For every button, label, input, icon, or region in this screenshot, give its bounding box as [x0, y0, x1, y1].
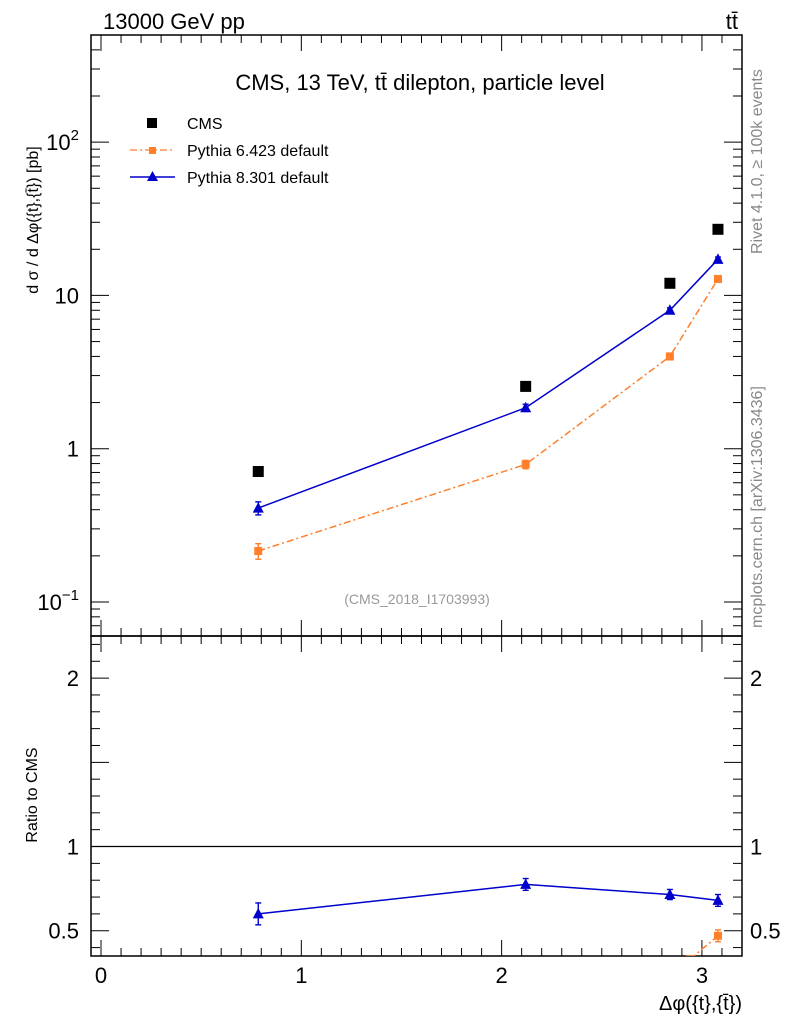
ratio-y-tick-label-right: 2 [750, 666, 762, 691]
x-tick-label: 3 [696, 963, 708, 988]
ratio-y-tick-label: 0.5 [48, 919, 79, 944]
x-tick-label: 1 [295, 963, 307, 988]
y-tick-label: 10 [55, 283, 79, 308]
ratio-y-tick-label: 2 [67, 666, 79, 691]
main-point-cms [664, 277, 676, 289]
legend-label-pythia6: Pythia 6.423 default [187, 143, 329, 160]
rivet-version-label: Rivet 4.1.0, ≥ 100k events [749, 69, 766, 254]
legend: CMS Pythia 6.423 default Pythia 8.301 de… [130, 116, 329, 187]
main-point-cms [520, 380, 532, 392]
y-tick-label: 102 [46, 127, 79, 155]
main-point-pythia-8-301-default [252, 502, 264, 513]
main-point-cms [252, 466, 264, 478]
x-tick-label: 2 [496, 963, 508, 988]
analysis-watermark: (CMS_2018_I1703993) [344, 591, 490, 607]
energy-label: 13000 GeV pp [103, 9, 245, 34]
legend-label-cms: CMS [187, 116, 223, 133]
main-point-pythia-8-301-default [520, 401, 532, 413]
process-label: tt̄ [726, 9, 738, 34]
ratio-y-tick-label-right: 1 [750, 835, 762, 860]
x-axis-label: Δφ({t},{t̄}) [659, 993, 742, 1015]
ratio-point-pythia-8-301-default [712, 894, 724, 905]
main-y-axis-label: d σ / d Δφ({t},{t̄}) [pb] [25, 146, 42, 293]
ratio-point-pythia-8-301-default [252, 907, 264, 919]
legend-marker-cms [147, 118, 157, 128]
ratio-point-pythia-6-423-default [713, 931, 722, 940]
ratio-y-tick-label: 1 [67, 835, 79, 860]
main-line-pythia-8-301-default [257, 258, 719, 509]
main-point-pythia-6-423-default [254, 547, 263, 556]
legend-marker-pythia8 [147, 171, 158, 181]
legend-marker-pythia6 [149, 147, 156, 154]
ratio-y-tick-label-right: 0.5 [750, 919, 781, 944]
y-tick-label: 1 [67, 437, 79, 462]
main-point-cms [712, 223, 724, 235]
ratio-panel-frame [90, 635, 743, 957]
legend-label-pythia8: Pythia 8.301 default [187, 170, 329, 187]
main-line-pythia-6-423-default [258, 278, 719, 552]
ratio-point-pythia-8-301-default [520, 878, 532, 889]
source-label: mcplots.cern.ch [arXiv:1306.3436] [749, 386, 766, 628]
ratio-point-pythia-8-301-default [664, 888, 676, 900]
plot-title: CMS, 13 TeV, tt̄ dilepton, particle leve… [235, 70, 604, 95]
ratio-line-pythia-8-301-default [258, 883, 719, 915]
legend-entry-cms: CMS [147, 116, 223, 133]
legend-entry-pythia6: Pythia 6.423 default [130, 143, 329, 160]
ratio-data-layer [252, 877, 724, 956]
legend-entry-pythia8: Pythia 8.301 default [130, 170, 329, 187]
main-point-pythia-8-301-default [712, 253, 724, 264]
main-point-pythia-6-423-default [713, 274, 722, 283]
main-point-pythia-6-423-default [665, 352, 674, 361]
main-data-layer [252, 223, 724, 560]
y-tick-label: 10−1 [37, 587, 79, 615]
ratio-line-pythia-6-423-default [692, 935, 719, 956]
ratio-point-pythia-6-423-default [685, 955, 694, 956]
axes-layer: 0 1 2 3 10−1 1 10 102 0.5 0.5 1 1 2 2 [37, 34, 781, 988]
main-point-pythia-8-301-default [664, 304, 676, 315]
x-tick-label: 0 [95, 963, 107, 988]
ratio-y-axis-label: Ratio to CMS [24, 747, 41, 842]
main-point-pythia-6-423-default [521, 460, 530, 469]
